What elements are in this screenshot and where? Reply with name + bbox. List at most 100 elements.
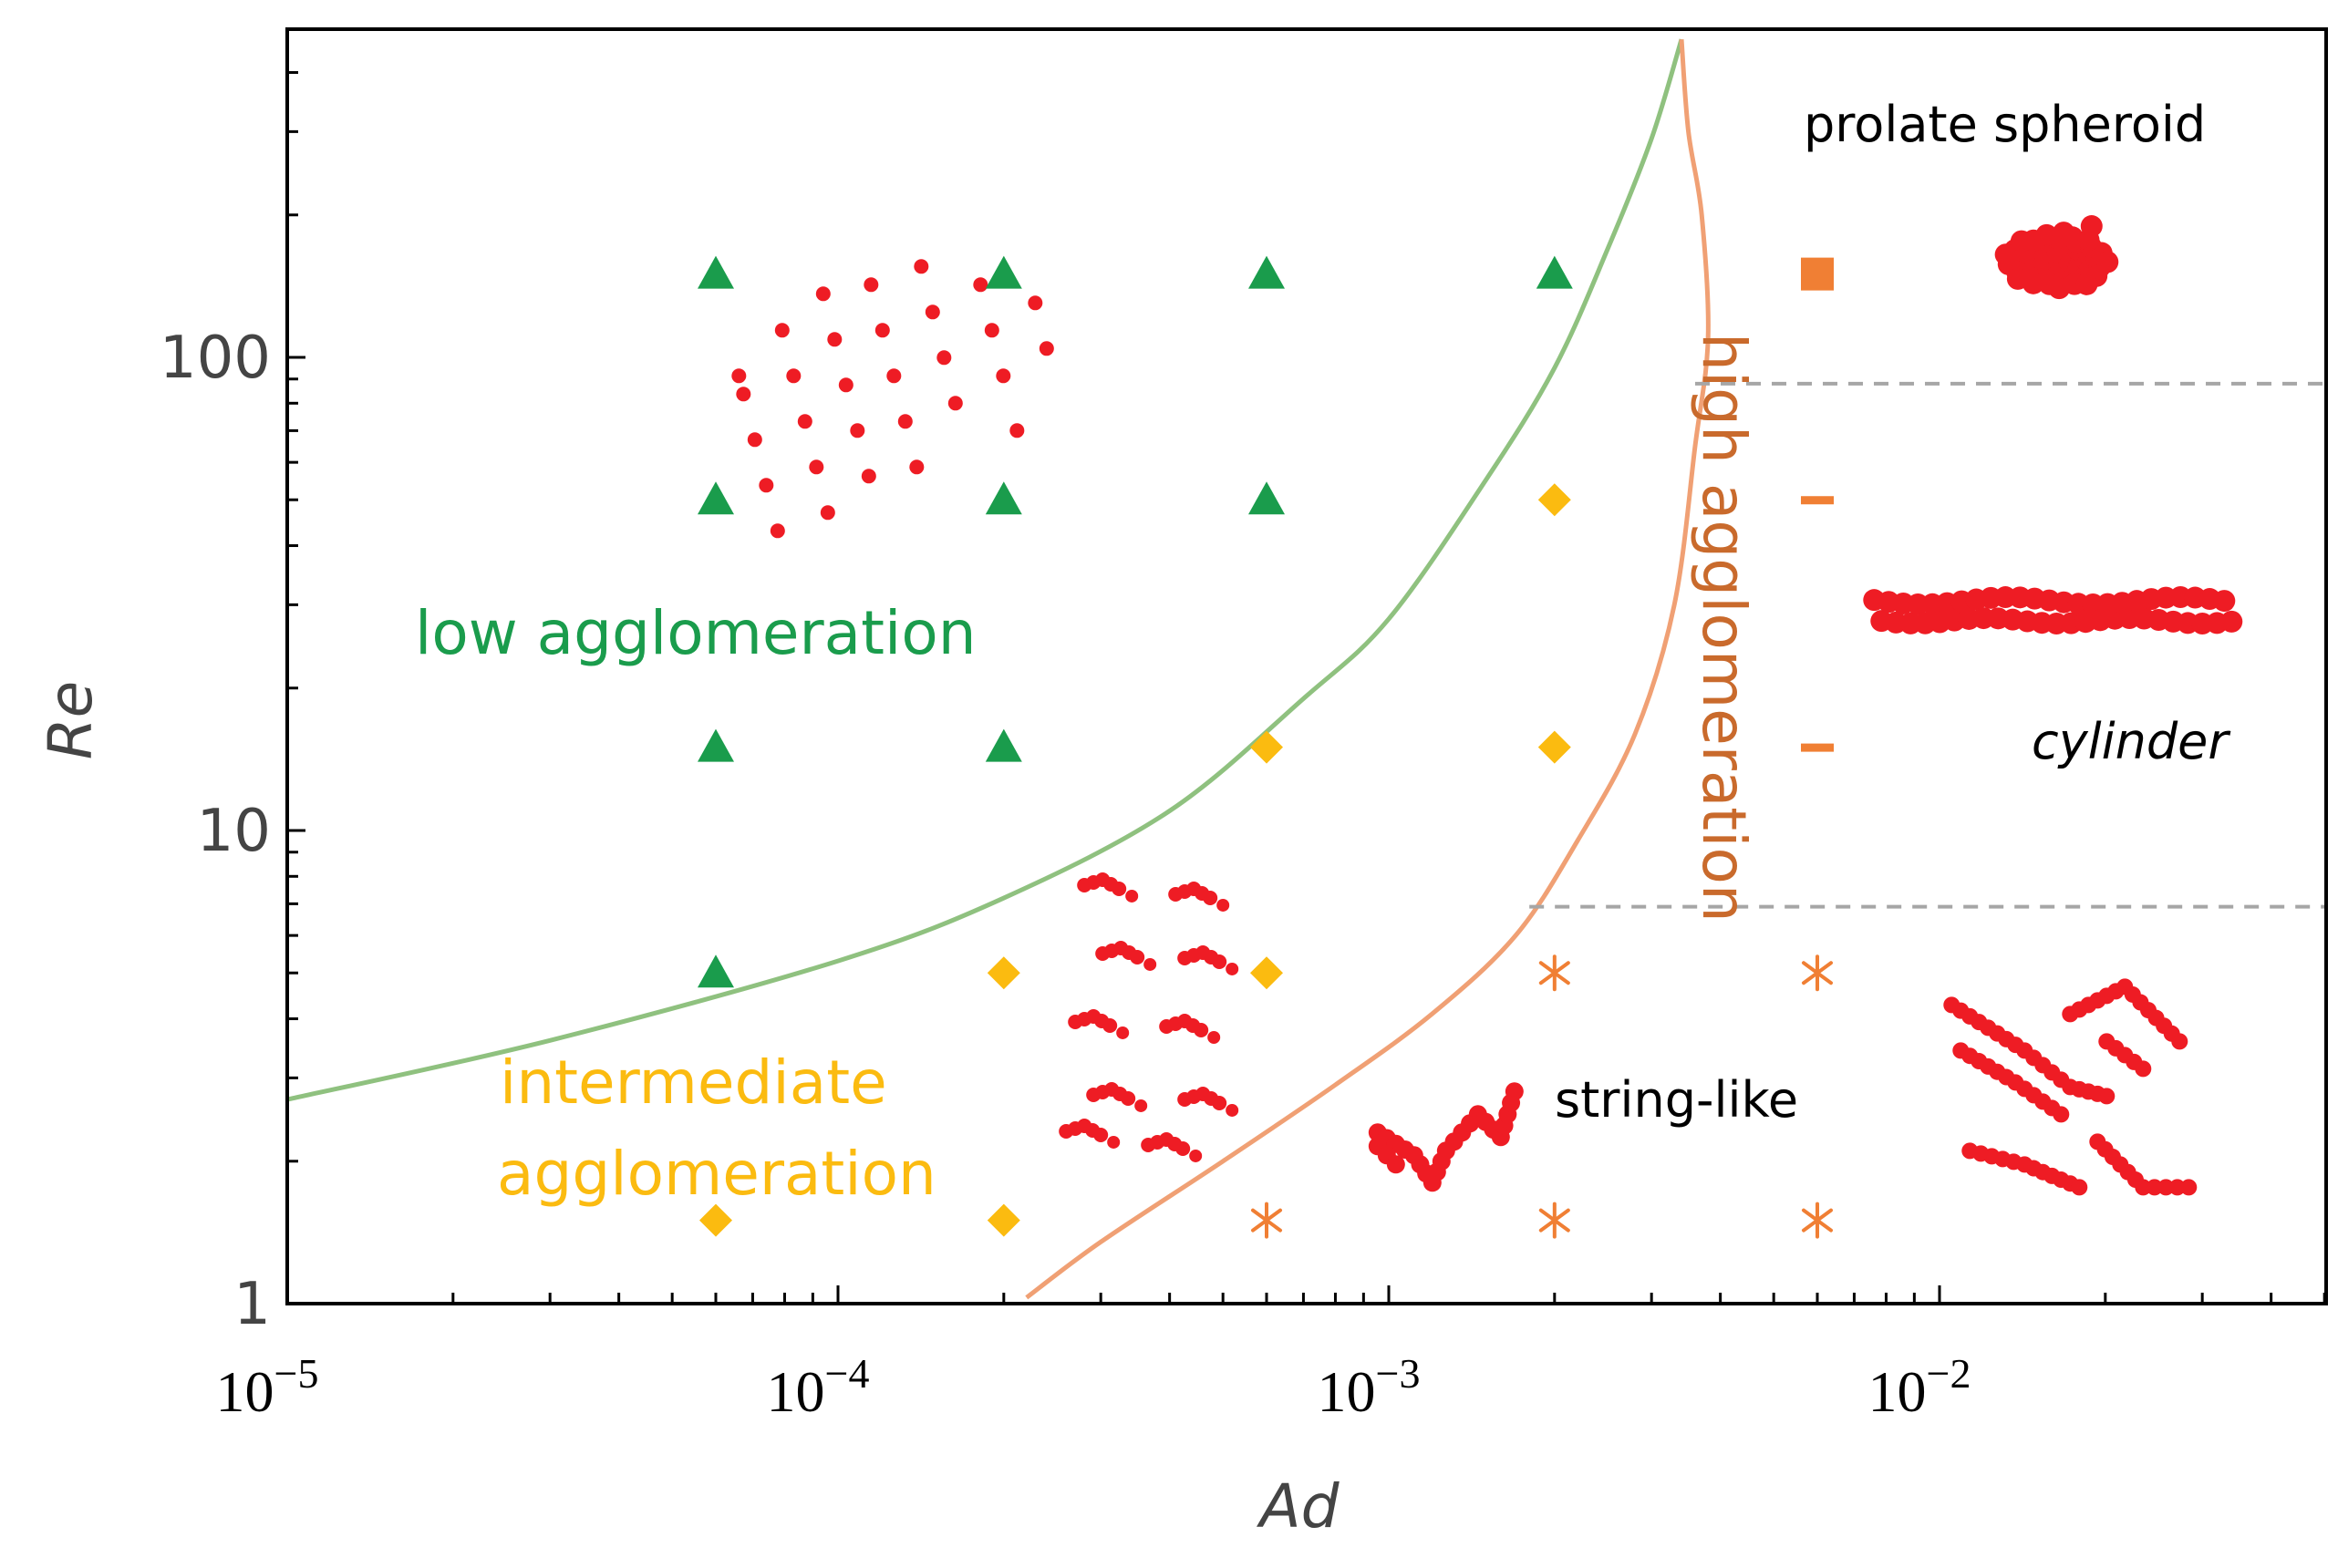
- marker-asterisk: [1538, 954, 1570, 992]
- marker-triangle: [985, 255, 1022, 289]
- region-label-intermediate-2: agglomeration: [497, 1139, 936, 1209]
- plot-layer: [286, 38, 2325, 1300]
- small-clusters: [1059, 872, 1239, 1162]
- aggregate-particle: [786, 368, 802, 384]
- aggregate-particle: [1130, 949, 1145, 965]
- marker-diamond: [1537, 730, 1571, 764]
- aggregate-particle: [2135, 1179, 2152, 1196]
- aggregate-particle: [2080, 215, 2103, 238]
- aggregate-particle: [909, 459, 925, 475]
- asterisk-stroke: [1802, 961, 1834, 985]
- aggregate-particle: [1143, 957, 1157, 971]
- asterisk-stroke: [1538, 1208, 1570, 1233]
- aggregate-particle: [861, 469, 876, 484]
- asterisk-stroke: [1538, 961, 1570, 985]
- marker-triangle: [698, 954, 735, 988]
- aggregate-particle: [897, 414, 913, 429]
- x-axis-ticks: 10−5 10−4 10−3 10−2: [216, 1285, 2326, 1424]
- aggregate-particle: [1226, 1103, 1239, 1117]
- aggregate-particle: [838, 377, 853, 393]
- aggregate-particle: [2075, 273, 2098, 295]
- aggregate-particle: [1189, 1149, 1203, 1162]
- x-tick-label: 10−2: [1868, 1350, 1971, 1424]
- marker-triangle: [1248, 481, 1286, 515]
- y-tick-label: 100: [160, 325, 271, 392]
- marker-asterisk: [1802, 954, 1834, 992]
- aggregate-particle: [2135, 1060, 2152, 1078]
- string-like-aggregate-small: [1368, 1082, 1524, 1192]
- aggregate-particle: [770, 523, 785, 539]
- aggregate-particle: [1194, 1022, 1209, 1037]
- aggregate-illustrations: [731, 215, 2243, 1196]
- shape-label-cylinder: cylinder: [2032, 713, 2230, 770]
- aggregate-particle: [984, 323, 999, 338]
- aggregate-particle: [1386, 1155, 1405, 1174]
- marker-diamond: [987, 956, 1020, 990]
- aggregate-particle: [1093, 1127, 1109, 1142]
- aggregate-particle: [1175, 1140, 1191, 1156]
- marker-diamond: [1250, 956, 1284, 990]
- aggregate-particle: [1134, 1099, 1148, 1112]
- aggregate-particle: [925, 304, 940, 320]
- aggregate-particle: [1207, 1030, 1221, 1044]
- aggregate-particle: [2035, 223, 2058, 246]
- boundary-curves: [286, 38, 1711, 1300]
- marker-triangle: [698, 255, 735, 289]
- aggregate-particle: [874, 323, 890, 338]
- aggregate-particle: [747, 432, 762, 448]
- aggregate-particle: [759, 478, 774, 493]
- marker-square: [1801, 257, 1835, 291]
- shape-dividers: [1529, 381, 2325, 909]
- marker-dash: [1801, 743, 1835, 752]
- boundary-curve: [286, 38, 1684, 1102]
- aggregate-particle: [1116, 1026, 1130, 1039]
- marker-diamond: [987, 1203, 1020, 1237]
- aggregate-particle: [1203, 890, 1218, 905]
- aggregate-particle: [2010, 230, 2033, 253]
- boundary-curve: [1025, 38, 1711, 1300]
- aggregate-particle: [2048, 277, 2071, 300]
- aggregate-particle: [850, 423, 865, 438]
- y-tick-label: 1: [233, 1271, 271, 1338]
- aggregate-particle: [2168, 1179, 2186, 1196]
- marker-asterisk: [1802, 1202, 1834, 1239]
- x-tick-label: 10−4: [767, 1350, 870, 1424]
- aggregate-particle: [1216, 898, 1230, 912]
- marker-asterisk: [1251, 1202, 1283, 1239]
- aggregate-particle: [797, 414, 812, 429]
- region-label-intermediate-1: intermediate: [500, 1047, 887, 1118]
- aggregate-particle: [2213, 590, 2236, 613]
- aggregate-particle: [1121, 1090, 1136, 1106]
- aggregate-particle: [1102, 1017, 1118, 1033]
- aggregate-particle: [2098, 1088, 2116, 1105]
- aggregate-particle: [886, 368, 902, 384]
- aggregate-particle: [1028, 295, 1043, 311]
- region-label-high: high agglomeration: [1689, 333, 1759, 923]
- marker-triangle: [1536, 255, 1573, 289]
- aggregate-particle: [815, 286, 831, 302]
- marker-asterisk: [1538, 1202, 1570, 1239]
- aggregate-particle: [1125, 889, 1139, 903]
- asterisk-stroke: [1251, 1208, 1283, 1233]
- aggregate-particle: [2220, 610, 2243, 633]
- data-markers: [698, 255, 1835, 1239]
- aggregate-particle: [947, 396, 963, 411]
- aggregate-particle: [1107, 1135, 1121, 1149]
- string-like-aggregate-large: [1943, 978, 2198, 1196]
- y-axis-ticks: 1 10 100: [160, 71, 305, 1338]
- marker-triangle: [985, 481, 1022, 515]
- aggregate-particle: [1112, 881, 1127, 896]
- aggregate-particle: [809, 459, 824, 475]
- cylinder-aggregate: [1863, 586, 2243, 635]
- y-tick-label: 10: [197, 798, 271, 865]
- aggregate-particle: [2053, 222, 2075, 244]
- aggregate-particle: [2071, 1179, 2088, 1196]
- aggregate-particle: [914, 259, 929, 274]
- aggregate-particle: [1039, 341, 1054, 356]
- plot-frame: [285, 27, 2328, 1305]
- aggregate-particle: [864, 277, 879, 293]
- aggregate-particle: [2180, 1179, 2198, 1196]
- shape-label-prolate: prolate spheroid: [1804, 96, 2206, 153]
- aggregate-particle: [996, 368, 1011, 384]
